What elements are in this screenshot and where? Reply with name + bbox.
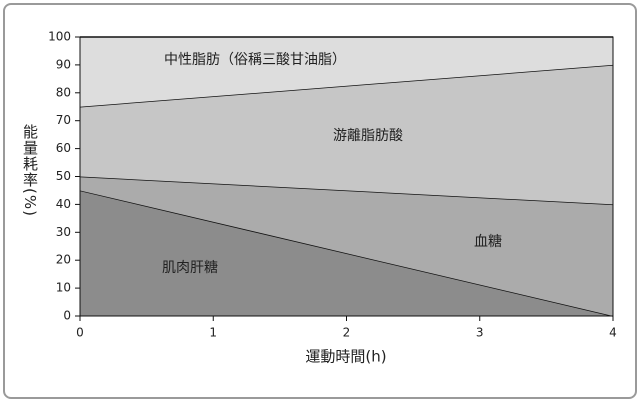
area xyxy=(80,176,613,316)
x-tick-label: 3 xyxy=(476,326,484,340)
x-tick-label: 0 xyxy=(76,326,84,340)
y-tick-label: 10 xyxy=(56,281,71,295)
y-tick-label: 100 xyxy=(48,30,71,44)
y-tick-label: 80 xyxy=(56,85,71,99)
y-tick-label: 40 xyxy=(56,197,71,211)
x-tick-label: 1 xyxy=(209,326,217,340)
area-label: 血糖 xyxy=(474,234,502,250)
y-tick-label: 50 xyxy=(56,169,71,183)
y-tick-label: 0 xyxy=(63,309,71,323)
area-label: 游離脂肪酸 xyxy=(333,127,403,144)
y-axis-label: 能量耗率(%) xyxy=(21,124,39,217)
area xyxy=(80,37,613,107)
x-tick-label: 4 xyxy=(609,326,617,340)
y-tick-label: 70 xyxy=(56,113,71,127)
frame xyxy=(3,3,637,399)
area-label: 肌肉肝糖 xyxy=(162,260,218,276)
y-tick-label: 90 xyxy=(56,57,71,71)
area-edge xyxy=(79,189,614,317)
y-tick-label: 30 xyxy=(56,225,71,239)
y-tick-label: 60 xyxy=(56,141,71,155)
area-label: 中性脂肪（俗稱三酸甘油脂） xyxy=(164,52,346,68)
x-tick-label: 2 xyxy=(343,326,351,340)
y-tick-label: 20 xyxy=(56,253,71,267)
area xyxy=(80,64,613,205)
x-axis-label: 運動時間(h) xyxy=(305,348,386,366)
